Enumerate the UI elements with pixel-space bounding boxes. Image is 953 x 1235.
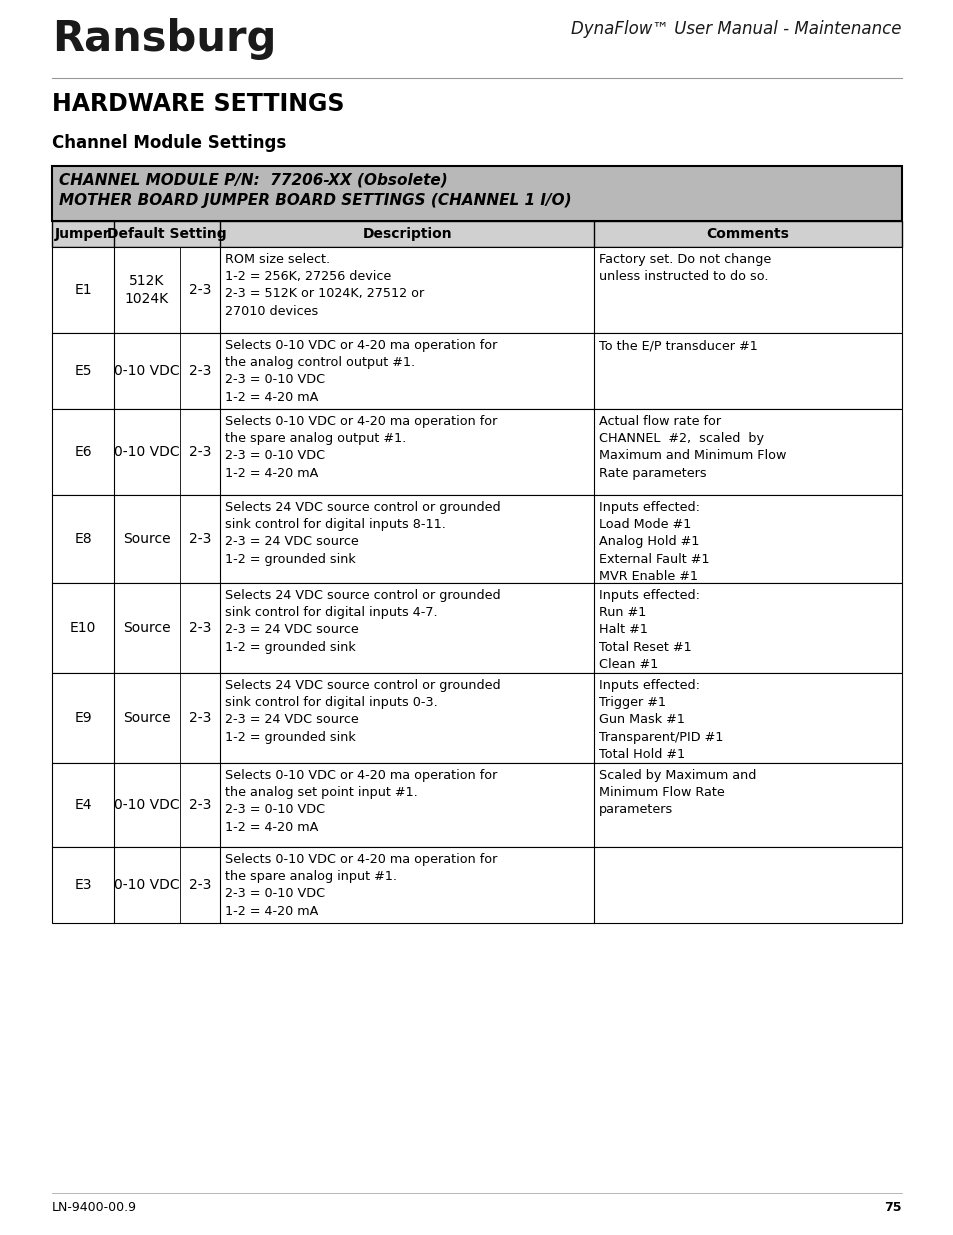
Text: E4: E4 [74,798,91,811]
Text: 2-3: 2-3 [189,711,211,725]
Text: E9: E9 [74,711,91,725]
Text: E6: E6 [74,445,91,459]
Text: Default Setting: Default Setting [108,227,227,241]
Text: To the E/P transducer #1: To the E/P transducer #1 [598,338,758,352]
Text: 2-3: 2-3 [189,798,211,811]
Bar [52,583,901,673]
Text: Ransburg: Ransburg [52,19,276,61]
Text: 2-3: 2-3 [189,621,211,635]
Text: E10: E10 [70,621,96,635]
Text: LN-9400-00.9: LN-9400-00.9 [52,1200,137,1214]
Text: ROM size select.
1-2 = 256K, 27256 device
2-3 = 512K or 1024K, 27512 or
27010 de: ROM size select. 1-2 = 256K, 27256 devic… [225,253,424,317]
Bar [52,763,901,847]
Bar [52,673,901,763]
Bar [52,847,901,923]
Text: Scaled by Maximum and
Minimum Flow Rate
parameters: Scaled by Maximum and Minimum Flow Rate … [598,769,756,816]
Text: E8: E8 [74,532,91,546]
Text: 2-3: 2-3 [189,364,211,378]
Text: E5: E5 [74,364,91,378]
Text: Selects 0-10 VDC or 4-20 ma operation for
the spare analog output #1.
2-3 = 0-10: Selects 0-10 VDC or 4-20 ma operation fo… [225,415,497,479]
Text: 2-3: 2-3 [189,878,211,892]
Text: Selects 24 VDC source control or grounded
sink control for digital inputs 8-11.
: Selects 24 VDC source control or grounde… [225,501,500,566]
Text: Selects 0-10 VDC or 4-20 ma operation for
the analog control output #1.
2-3 = 0-: Selects 0-10 VDC or 4-20 ma operation fo… [225,338,497,404]
Bar [52,165,901,221]
Text: 512K
1024K: 512K 1024K [125,274,169,306]
Text: 2-3: 2-3 [189,283,211,296]
Text: Selects 0-10 VDC or 4-20 ma operation for
the analog set point input #1.
2-3 = 0: Selects 0-10 VDC or 4-20 ma operation fo… [225,769,497,834]
Text: Channel Module Settings: Channel Module Settings [52,135,286,152]
Text: HARDWARE SETTINGS: HARDWARE SETTINGS [52,91,344,116]
Text: Actual flow rate for
CHANNEL  #2,  scaled  by
Maximum and Minimum Flow
Rate para: Actual flow rate for CHANNEL #2, scaled … [598,415,786,479]
Bar [52,221,901,247]
Text: Source: Source [123,711,171,725]
Text: 0-10 VDC: 0-10 VDC [114,878,179,892]
Text: Source: Source [123,532,171,546]
Text: 2-3: 2-3 [189,532,211,546]
Bar [52,247,901,333]
Bar [52,333,901,409]
Text: Selects 24 VDC source control or grounded
sink control for digital inputs 4-7.
2: Selects 24 VDC source control or grounde… [225,589,500,653]
Text: Inputs effected:
Load Mode #1
Analog Hold #1
External Fault #1
MVR Enable #1: Inputs effected: Load Mode #1 Analog Hol… [598,501,709,583]
Text: Factory set. Do not change
unless instructed to do so.: Factory set. Do not change unless instru… [598,253,771,283]
Text: 2-3: 2-3 [189,445,211,459]
Text: Comments: Comments [706,227,789,241]
Text: DynaFlow™ User Manual - Maintenance: DynaFlow™ User Manual - Maintenance [571,20,901,38]
Bar [52,409,901,495]
Text: Selects 0-10 VDC or 4-20 ma operation for
the spare analog input #1.
2-3 = 0-10 : Selects 0-10 VDC or 4-20 ma operation fo… [225,853,497,918]
Bar [52,495,901,583]
Text: CHANNEL MODULE P/N:  77206-XX (Obsolete): CHANNEL MODULE P/N: 77206-XX (Obsolete) [59,172,447,186]
Text: 0-10 VDC: 0-10 VDC [114,445,179,459]
Text: MOTHER BOARD JUMPER BOARD SETTINGS (CHANNEL 1 I/O): MOTHER BOARD JUMPER BOARD SETTINGS (CHAN… [59,193,571,207]
Text: Jumper: Jumper [55,227,111,241]
Text: Selects 24 VDC source control or grounded
sink control for digital inputs 0-3.
2: Selects 24 VDC source control or grounde… [225,679,500,743]
Text: Inputs effected:
Run #1
Halt #1
Total Reset #1
Clean #1: Inputs effected: Run #1 Halt #1 Total Re… [598,589,700,671]
Text: Inputs effected:
Trigger #1
Gun Mask #1
Transparent/PID #1
Total Hold #1: Inputs effected: Trigger #1 Gun Mask #1 … [598,679,723,761]
Text: E3: E3 [74,878,91,892]
Text: E1: E1 [74,283,91,296]
Text: Source: Source [123,621,171,635]
Text: 0-10 VDC: 0-10 VDC [114,364,179,378]
Text: Description: Description [362,227,452,241]
Text: 0-10 VDC: 0-10 VDC [114,798,179,811]
Text: 75: 75 [883,1200,901,1214]
